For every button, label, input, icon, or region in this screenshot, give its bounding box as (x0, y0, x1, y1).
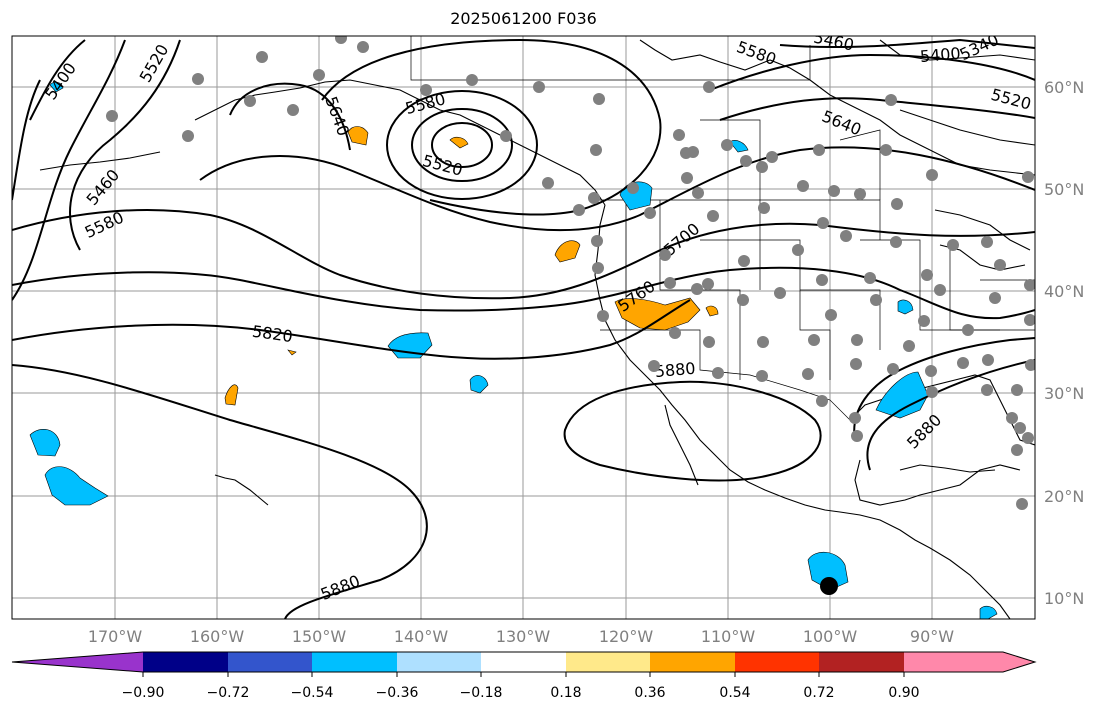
colorbar-tick-label: −0.36 (376, 685, 419, 701)
colorbar-segment (735, 652, 819, 672)
lat-label: 10°N (1044, 589, 1084, 608)
positive-anomaly-areas (224, 126, 719, 406)
lon-label: 100°W (803, 627, 858, 646)
colorbar-segment (228, 652, 312, 672)
contour-label: 5880 (654, 359, 696, 381)
colorbar-segment (904, 652, 1003, 672)
colorbar-segment (819, 652, 904, 672)
colorbar-tick-label: −0.18 (460, 685, 503, 701)
colorbar-tick-label: 0.36 (634, 685, 665, 701)
lat-label: 50°N (1044, 180, 1084, 199)
lon-label: 110°W (701, 627, 756, 646)
colorbar-tick-label: −0.54 (291, 685, 334, 701)
lon-label: 130°W (496, 627, 551, 646)
colorbar-segment (143, 652, 228, 672)
lat-label: 60°N (1044, 78, 1084, 97)
highlight-marker (820, 577, 838, 595)
colorbar-tick-label: 0.54 (719, 685, 750, 701)
longitude-labels: 170°W 160°W 150°W 140°W 130°W 120°W 110°… (88, 627, 954, 646)
colorbar-tick-label: 0.90 (888, 685, 919, 701)
lon-label: 140°W (394, 627, 449, 646)
lat-label: 30°N (1044, 384, 1084, 403)
contour-label: 5400 (919, 44, 961, 66)
colorbar: −0.90 −0.72 −0.54 −0.36 −0.18 0.18 0.36 … (11, 651, 1037, 701)
map-title: 2025061200 F036 (450, 9, 597, 28)
political-borders (410, 36, 1035, 421)
map-frame (11, 35, 1036, 620)
colorbar-tick-label: 0.72 (803, 685, 834, 701)
lon-label: 120°W (599, 627, 654, 646)
colorbar-segment (481, 652, 566, 672)
lat-label: 40°N (1044, 282, 1084, 301)
lat-label: 20°N (1044, 487, 1084, 506)
station-markers (106, 36, 1035, 510)
colorbar-segment (566, 652, 650, 672)
colorbar-segment (312, 652, 397, 672)
colorbar-tick-label: −0.72 (207, 685, 250, 701)
lon-label: 90°W (910, 627, 954, 646)
lon-label: 150°W (292, 627, 347, 646)
latitude-labels: 60°N 50°N 40°N 30°N 20°N 10°N (1044, 78, 1084, 608)
colorbar-tick-label: 0.18 (550, 685, 581, 701)
colorbar-segment (12, 652, 143, 672)
lon-label: 160°W (190, 627, 245, 646)
height-contours (12, 38, 1035, 619)
colorbar-segment (650, 652, 735, 672)
lon-label: 170°W (88, 627, 143, 646)
colorbar-segment (1003, 652, 1035, 672)
colorbar-tick-label: −0.90 (122, 685, 165, 701)
colorbar-segment (397, 652, 481, 672)
